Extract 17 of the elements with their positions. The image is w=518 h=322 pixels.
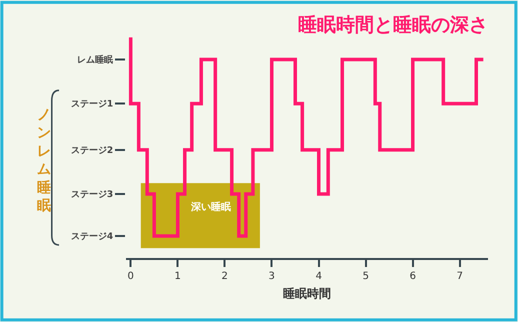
category-label: ステージ1 [70, 100, 114, 110]
x-tick-label: 6 [410, 271, 416, 282]
x-tick-label: 2 [222, 271, 228, 282]
x-tick-label: 1 [174, 271, 181, 282]
category-label: ステージ4 [70, 232, 114, 242]
annotation: 深い睡眠 [190, 201, 231, 213]
chart-title: 睡眠時間と睡眠の深さ [298, 14, 488, 36]
x-tick-label: 0 [128, 271, 134, 282]
x-axis-title: 睡眠時間 [283, 286, 331, 300]
category-label: ステージ3 [70, 190, 114, 200]
x-tick-label: 5 [362, 271, 369, 282]
x-tick-label: 7 [456, 271, 463, 282]
x-tick-label: 3 [268, 271, 275, 282]
category-label: ステージ2 [70, 146, 114, 156]
x-tick-label: 4 [316, 271, 322, 282]
category-label: レム睡眠 [77, 56, 114, 66]
text: ノンレム睡眠 [37, 107, 51, 214]
